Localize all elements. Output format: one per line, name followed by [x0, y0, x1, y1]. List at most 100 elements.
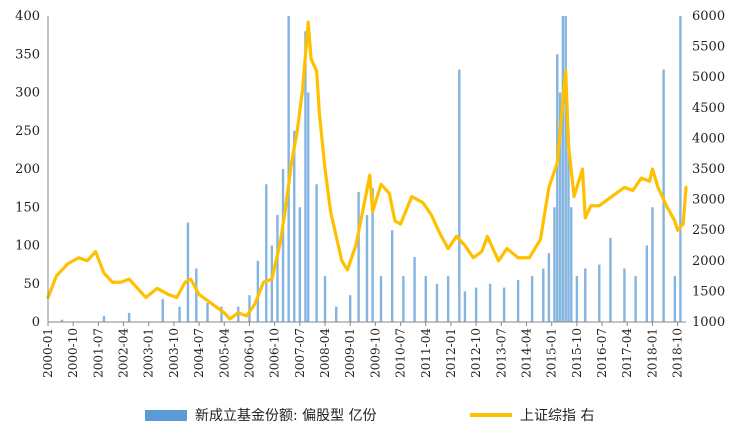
right-tick-label: 6000 [692, 9, 725, 24]
x-tick-label: 2017-04 [620, 328, 634, 378]
left-tick-label: 250 [15, 124, 40, 139]
x-tick-label: 2014-04 [520, 328, 534, 378]
right-tick-label: 1000 [692, 315, 725, 330]
right-tick-label: 4500 [692, 101, 725, 116]
bar [623, 268, 626, 322]
right-tick-label: 2500 [692, 223, 725, 238]
left-tick-label: 300 [15, 86, 40, 101]
bar [584, 268, 587, 322]
right-tick-label: 4000 [692, 131, 725, 146]
x-tick-label: 2012-01 [444, 328, 458, 378]
bar [248, 295, 251, 322]
x-tick-label: 2018-01 [645, 328, 659, 378]
bar [502, 287, 506, 322]
bar [458, 69, 461, 322]
bar [349, 295, 352, 322]
bar [567, 130, 570, 322]
x-tick-label: 2009-10 [368, 328, 382, 378]
bar [276, 214, 279, 322]
bar [651, 207, 654, 322]
bar [60, 319, 64, 322]
bar [220, 306, 223, 322]
bar [298, 207, 302, 322]
bar [542, 268, 545, 322]
legend-item-bars: 新成立基金份额: 偏股型 亿份 [145, 405, 377, 425]
bar [435, 283, 439, 322]
bar [679, 16, 682, 322]
bar [558, 92, 562, 322]
bar [598, 264, 601, 323]
bar [371, 188, 374, 323]
x-tick-label: 2012-10 [469, 328, 483, 378]
x-tick-label: 2015-01 [545, 328, 559, 378]
bar [293, 130, 296, 322]
bar [281, 169, 285, 322]
bar [575, 276, 579, 322]
bar [424, 276, 427, 322]
bar [256, 260, 260, 322]
bar [270, 245, 274, 322]
x-tick-label: 2002-04 [117, 328, 131, 378]
bar [161, 299, 164, 322]
bar [178, 306, 181, 322]
line-series [46, 20, 688, 321]
bar [127, 312, 131, 322]
axes [47, 16, 686, 323]
x-tick-label: 2018-10 [671, 328, 685, 378]
x-tick-label: 2011-04 [419, 328, 433, 378]
left-tick-label: 50 [23, 277, 40, 292]
line-path [46, 20, 688, 321]
bar [323, 276, 327, 322]
bar [474, 287, 478, 322]
right-tick-label: 3000 [692, 193, 725, 208]
right-tick-label: 1500 [692, 284, 725, 299]
x-tick-label: 2006-01 [242, 328, 256, 378]
bar [365, 214, 369, 322]
left-tick-label: 150 [15, 200, 40, 215]
bar [102, 315, 106, 322]
x-axis-ticks: 2000-01 2000-10 2001-07 2002-04 2003-01 2003-… [41, 322, 685, 378]
bar [195, 268, 198, 322]
x-tick-label: 2013-07 [494, 328, 508, 378]
bar [357, 191, 360, 322]
x-tick-label: 2001-07 [91, 328, 105, 378]
bar [547, 253, 551, 322]
bar [186, 222, 190, 322]
bar [553, 207, 556, 322]
legend: 新成立基金份额: 偏股型 亿份 上证综指 右 [0, 405, 748, 429]
bar [413, 256, 416, 322]
bar [265, 184, 268, 322]
bar [556, 54, 559, 322]
left-tick-label: 0 [32, 315, 40, 330]
bar [488, 283, 492, 322]
right-tick-label: 3500 [692, 162, 725, 177]
left-tick-label: 200 [15, 162, 40, 177]
x-tick-label: 2004-07 [192, 328, 206, 378]
right-tick-label: 5500 [692, 40, 725, 55]
legend-item-line: 上证综指 右 [470, 405, 594, 425]
left-tick-label: 100 [15, 239, 40, 254]
x-tick-label: 2007-07 [293, 328, 307, 378]
bar [673, 276, 677, 322]
left-tick-label: 400 [15, 9, 40, 24]
bar [304, 31, 307, 323]
bar [530, 276, 534, 322]
bar [516, 279, 520, 322]
right-tick-label: 2000 [692, 254, 725, 269]
x-tick-label: 2003-01 [142, 328, 156, 378]
bar [446, 276, 450, 322]
bar [609, 237, 612, 322]
x-tick-label: 2006-10 [268, 328, 282, 378]
legend-label-line: 上证综指 右 [520, 408, 595, 424]
bar [390, 230, 394, 322]
x-tick-label: 2000-10 [66, 328, 80, 378]
x-tick-label: 2005-04 [217, 328, 231, 378]
x-tick-label: 2010-07 [394, 328, 408, 378]
right-axis-ticks: 1000 1500 2000 2500 3000 3500 4000 4500 5000 5500… [692, 9, 725, 330]
bar [463, 291, 467, 322]
x-tick-label: 2015-10 [570, 328, 584, 378]
bar [634, 276, 637, 322]
x-tick-label: 2008-04 [318, 328, 332, 378]
bar [379, 276, 383, 322]
